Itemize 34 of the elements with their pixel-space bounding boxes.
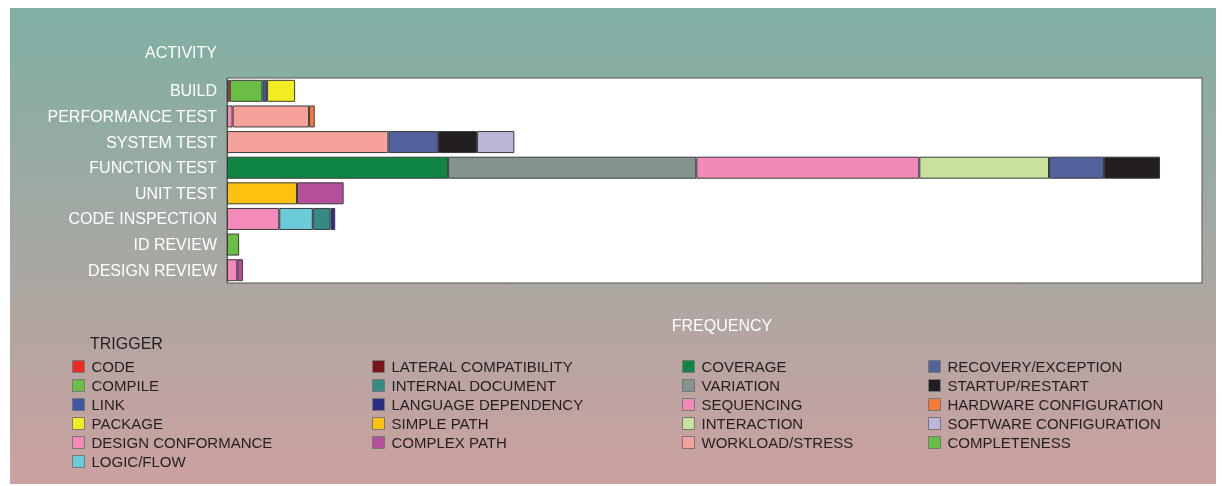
- x-axis-title: FREQUENCY: [671, 316, 773, 334]
- y-tick-label: BUILD: [169, 82, 217, 100]
- legend-label: COMPILE: [91, 377, 160, 394]
- y-tick-label: SYSTEM TEST: [106, 133, 218, 151]
- bar: [229, 79, 263, 102]
- legend-label: COMPLETENESS: [947, 434, 1071, 451]
- legend-label: CODE: [91, 358, 135, 375]
- legend-label: LOGIC/FLOW: [91, 453, 187, 470]
- legend-label: PACKAGE: [91, 415, 163, 432]
- legend-label: LINK: [91, 396, 125, 413]
- legend-label: LANGUAGE DEPENDENCY: [391, 396, 584, 413]
- legend-label: INTERACTION: [701, 415, 804, 432]
- legend-label: COVERAGE: [701, 358, 787, 375]
- legend-label: SOFTWARE CONFIGURATION: [947, 415, 1161, 432]
- y-tick-label: CODE INSPECTION: [68, 210, 217, 228]
- legend-label: HARDWARE CONFIGURATION: [947, 396, 1164, 413]
- legend-label: LATERAL COMPATIBILITY: [391, 358, 573, 375]
- y-tick-label: ID REVIEW: [133, 236, 218, 254]
- bar: [227, 233, 240, 256]
- legend-label: VARIATION: [701, 377, 781, 394]
- y-tick-label: UNIT TEST: [134, 184, 218, 202]
- y-tick-label: DESIGN REVIEW: [88, 261, 218, 279]
- legend-label: RECOVERY/EXCEPTION: [947, 358, 1123, 375]
- legend-label: STARTUP/RESTART: [947, 377, 1089, 394]
- y-axis-title: ACTIVITY: [145, 43, 218, 61]
- legend-label: SIMPLE PATH: [391, 415, 489, 432]
- legend-label: COMPLEX PATH: [391, 434, 507, 451]
- legend-label: DESIGN CONFORMANCE: [91, 434, 273, 451]
- y-tick-label: FUNCTION TEST: [89, 159, 218, 177]
- legend-label: INTERNAL DOCUMENT: [391, 377, 556, 394]
- y-tick-label: PERFORMANCE TEST: [47, 107, 218, 125]
- legend-label: WORKLOAD/STRESS: [701, 434, 854, 451]
- legend-label: SEQUENCING: [701, 396, 803, 413]
- legend-title: TRIGGER: [90, 334, 163, 352]
